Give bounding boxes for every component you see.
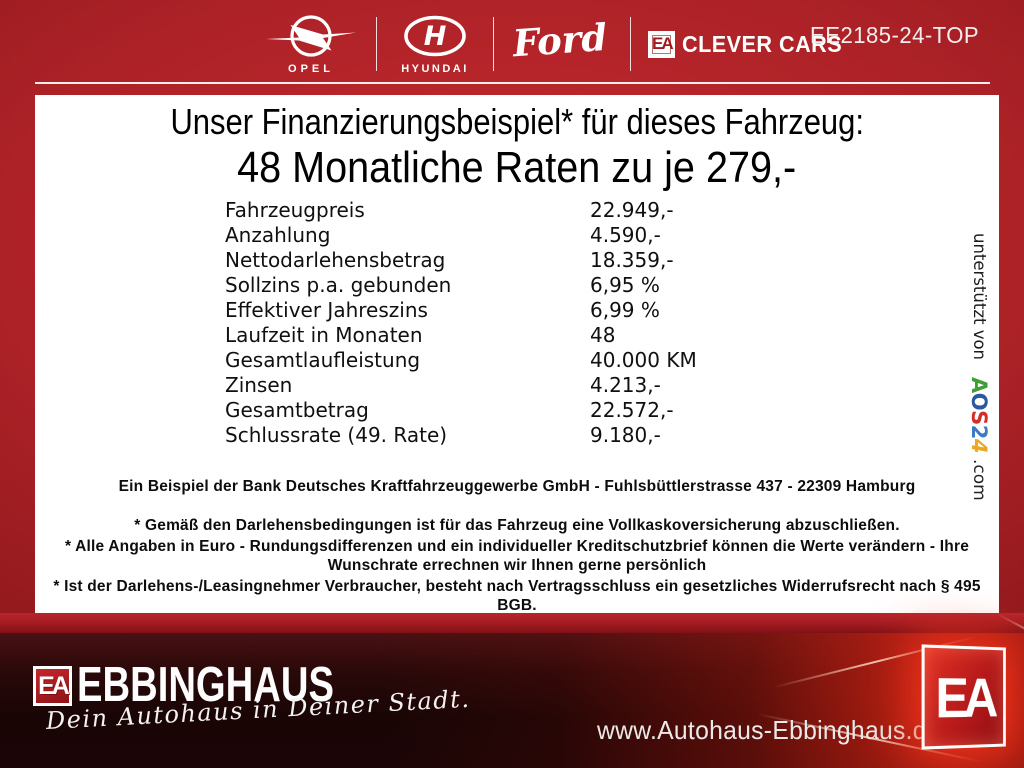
row-value: 6,95 % <box>590 273 660 297</box>
opel-logo-icon <box>266 14 356 57</box>
hyundai-wordmark: HYUNDAI <box>401 62 469 75</box>
content-panel: Unser Finanzierungsbeispiel* für dieses … <box>35 95 999 614</box>
supported-by-label: unterstützt von <box>970 233 989 361</box>
dealer-website: www.Autohaus-Ebbinghaus.de <box>597 715 941 745</box>
row-label: Nettodarlehensbetrag <box>225 248 446 272</box>
table-row: Nettodarlehensbetrag 18.359,- <box>225 248 845 273</box>
row-label: Sollzins p.a. gebunden <box>225 273 452 297</box>
table-row: Gesamtbetrag 22.572,- <box>225 398 845 423</box>
table-row: Zinsen 4.213,- <box>225 373 845 398</box>
aos24-logo: AOS24 <box>967 377 991 454</box>
disclaimer-line: * Alle Angaben in Euro - Rundungsdiffere… <box>64 537 970 575</box>
row-value: 18.359,- <box>590 248 674 272</box>
header-divider <box>630 17 632 71</box>
ford-logo: Ford <box>511 14 609 66</box>
brand-strip: OPEL H HYUNDAI Ford EA CLEVER CARS <box>263 12 853 76</box>
hyundai-logo-icon: H <box>404 15 466 56</box>
table-row: Sollzins p.a. gebunden 6,95 % <box>225 273 845 298</box>
row-label: Anzahlung <box>225 223 331 247</box>
ea-badge-icon: EA <box>648 30 676 58</box>
table-row: Anzahlung 4.590,- <box>225 223 845 248</box>
header-rule <box>35 82 990 84</box>
page-title: Unser Finanzierungsbeispiel* für dieses … <box>170 101 864 142</box>
row-value: 22.572,- <box>590 398 674 422</box>
aos24-domain-suffix: .com <box>969 458 989 501</box>
header: OPEL H HYUNDAI Ford EA CLEVER CARS EE218… <box>0 0 1024 95</box>
row-label: Gesamtbetrag <box>225 398 369 422</box>
header-divider <box>493 17 494 71</box>
opel-wordmark: OPEL <box>288 62 334 75</box>
row-label: Schlussrate (49. Rate) <box>225 423 448 447</box>
ebbinghaus-ea-logo-small: EA <box>33 666 72 706</box>
row-label: Zinsen <box>225 373 293 397</box>
supported-by-vertical: unterstützt von AOS24 .com <box>967 233 991 623</box>
disclaimer-line: * Gemäß den Darlehensbedingungen ist für… <box>134 517 900 534</box>
brand-ford: Ford <box>511 15 613 70</box>
table-row: Fahrzeugpreis 22.949,- <box>225 198 845 223</box>
subtitle-row: 48 Monatliche Raten zu je 279,- <box>35 143 999 193</box>
brand-hyundai: H HYUNDAI <box>394 14 476 75</box>
footer: EA EBBINGHAUS Dein Autohaus in Deiner St… <box>0 612 1024 768</box>
row-value: 22.949,- <box>590 198 674 222</box>
title-row: Unser Finanzierungsbeispiel* für dieses … <box>35 101 999 143</box>
row-value: 6,99 % <box>590 298 660 322</box>
row-value: 4.213,- <box>590 373 661 397</box>
vehicle-code: EE2185-24-TOP <box>809 22 979 48</box>
row-label: Laufzeit in Monaten <box>225 323 423 347</box>
row-value: 40.000 KM <box>590 348 697 372</box>
dealer-name: EBBINGHAUS <box>77 658 334 712</box>
row-label: Fahrzeugpreis <box>225 198 365 222</box>
disclaimer-block: * Gemäß den Darlehensbedingungen ist für… <box>35 515 999 617</box>
row-value: 48 <box>590 323 616 347</box>
row-label: Effektiver Jahreszins <box>225 298 428 322</box>
header-divider <box>376 17 377 71</box>
table-row: Gesamtlaufleistung 40.000 KM <box>225 348 845 373</box>
finance-table: Fahrzeugpreis 22.949,- Anzahlung 4.590,-… <box>225 198 845 448</box>
svg-text:H: H <box>424 21 447 52</box>
disclaimer-line: * Ist der Darlehens-/Leasingnehmer Verbr… <box>53 577 981 615</box>
table-row: Effektiver Jahreszins 6,99 % <box>225 298 845 323</box>
rate-headline: 48 Monatliche Raten zu je 279,- <box>237 143 797 192</box>
red-divider-strip <box>0 613 1024 633</box>
brand-clever-cars: EA CLEVER CARS <box>648 30 852 58</box>
clever-cars-wordmark: CLEVER CARS <box>682 30 843 57</box>
row-label: Gesamtlaufleistung <box>225 348 421 372</box>
table-row: Schlussrate (49. Rate) 9.180,- <box>225 423 845 448</box>
ebbinghaus-ea-logo-large: EA <box>921 644 1006 750</box>
table-row: Laufzeit in Monaten 48 <box>225 323 845 348</box>
brand-opel: OPEL <box>263 14 359 75</box>
bank-example-line: Ein Beispiel der Bank Deutsches Kraftfah… <box>118 478 916 495</box>
row-value: 4.590,- <box>590 223 661 247</box>
row-value: 9.180,- <box>590 423 661 447</box>
